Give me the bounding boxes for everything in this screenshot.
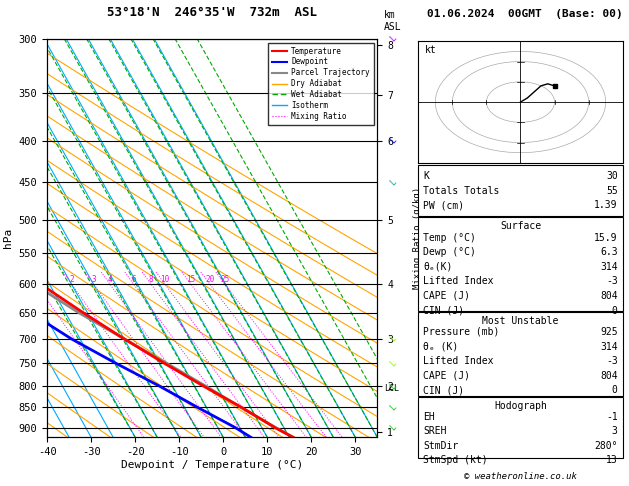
Text: 6: 6 xyxy=(131,275,136,284)
Text: StmSpd (kt): StmSpd (kt) xyxy=(423,455,488,465)
Text: L: L xyxy=(388,358,398,368)
Text: L: L xyxy=(388,381,398,391)
Text: CAPE (J): CAPE (J) xyxy=(423,371,470,381)
Text: L: L xyxy=(388,334,398,344)
X-axis label: Dewpoint / Temperature (°C): Dewpoint / Temperature (°C) xyxy=(121,460,303,470)
Text: 55: 55 xyxy=(606,186,618,195)
Text: L: L xyxy=(388,177,398,187)
Text: CIN (J): CIN (J) xyxy=(423,385,464,395)
Text: SREH: SREH xyxy=(423,426,447,436)
Text: 13: 13 xyxy=(606,455,618,465)
Text: 15: 15 xyxy=(186,275,196,284)
Text: 280°: 280° xyxy=(594,441,618,451)
Text: 0: 0 xyxy=(612,385,618,395)
Text: -3: -3 xyxy=(606,356,618,366)
Text: Temp (°C): Temp (°C) xyxy=(423,233,476,243)
Text: 25: 25 xyxy=(220,275,230,284)
Text: θₑ (K): θₑ (K) xyxy=(423,342,459,351)
Text: Most Unstable: Most Unstable xyxy=(482,316,559,326)
Text: Surface: Surface xyxy=(500,221,541,231)
Text: CIN (J): CIN (J) xyxy=(423,306,464,315)
Text: 20: 20 xyxy=(205,275,214,284)
Text: L: L xyxy=(388,423,398,433)
Text: Hodograph: Hodograph xyxy=(494,401,547,411)
Text: 925: 925 xyxy=(600,327,618,337)
Text: © weatheronline.co.uk: © weatheronline.co.uk xyxy=(464,472,577,481)
Text: Pressure (mb): Pressure (mb) xyxy=(423,327,499,337)
Text: 53°18'N  246°35'W  732m  ASL: 53°18'N 246°35'W 732m ASL xyxy=(108,6,317,19)
Text: 3: 3 xyxy=(91,275,96,284)
Text: Lifted Index: Lifted Index xyxy=(423,356,494,366)
Text: 1.39: 1.39 xyxy=(594,200,618,210)
Text: -1: -1 xyxy=(606,412,618,421)
Text: LCL: LCL xyxy=(384,384,399,393)
Text: 15.9: 15.9 xyxy=(594,233,618,243)
Y-axis label: hPa: hPa xyxy=(3,228,13,248)
Text: CAPE (J): CAPE (J) xyxy=(423,291,470,301)
Text: K: K xyxy=(423,171,429,181)
Text: 2: 2 xyxy=(69,275,74,284)
Text: 6.3: 6.3 xyxy=(600,247,618,257)
Text: L: L xyxy=(388,34,398,44)
Legend: Temperature, Dewpoint, Parcel Trajectory, Dry Adiabat, Wet Adiabat, Isotherm, Mi: Temperature, Dewpoint, Parcel Trajectory… xyxy=(268,43,374,125)
Text: θₑ(K): θₑ(K) xyxy=(423,262,453,272)
Text: 3: 3 xyxy=(612,426,618,436)
Text: 0: 0 xyxy=(612,306,618,315)
Text: 4: 4 xyxy=(108,275,112,284)
Text: 8: 8 xyxy=(149,275,153,284)
Text: EH: EH xyxy=(423,412,435,421)
Text: -3: -3 xyxy=(606,277,618,286)
Text: Mixing Ratio (g/kg): Mixing Ratio (g/kg) xyxy=(413,187,421,289)
Text: kt: kt xyxy=(425,45,436,55)
Text: 10: 10 xyxy=(160,275,170,284)
Text: L: L xyxy=(388,402,398,413)
Text: L: L xyxy=(388,136,398,146)
Text: km
ASL: km ASL xyxy=(384,10,401,32)
Text: 30: 30 xyxy=(606,171,618,181)
Text: 804: 804 xyxy=(600,291,618,301)
Text: 314: 314 xyxy=(600,342,618,351)
Text: 804: 804 xyxy=(600,371,618,381)
Text: Lifted Index: Lifted Index xyxy=(423,277,494,286)
Text: Totals Totals: Totals Totals xyxy=(423,186,499,195)
Text: 314: 314 xyxy=(600,262,618,272)
Text: StmDir: StmDir xyxy=(423,441,459,451)
Text: 01.06.2024  00GMT  (Base: 00): 01.06.2024 00GMT (Base: 00) xyxy=(427,9,623,19)
Text: Dewp (°C): Dewp (°C) xyxy=(423,247,476,257)
Text: PW (cm): PW (cm) xyxy=(423,200,464,210)
